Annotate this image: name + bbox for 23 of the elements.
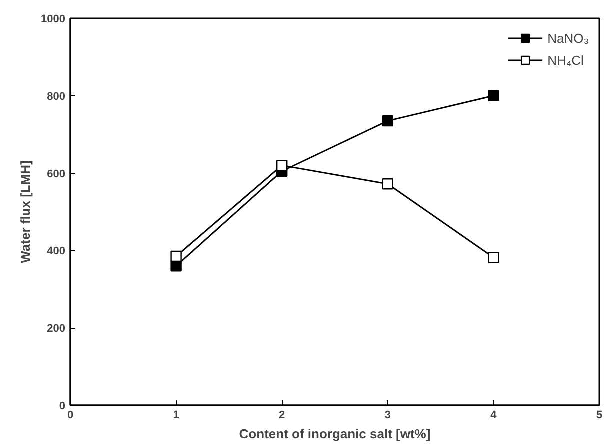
- point: [276, 160, 288, 172]
- y-tick-label: 400: [47, 246, 66, 258]
- x-tick-label: 2: [279, 410, 286, 422]
- point: [488, 90, 500, 102]
- point: [170, 250, 182, 262]
- point: [488, 252, 500, 264]
- legend-label: NaNO₃: [548, 30, 589, 46]
- point: [382, 115, 394, 127]
- y-tick-label: 800: [47, 90, 66, 103]
- y-tick-label: 1000: [41, 14, 66, 26]
- x-tick-label: 4: [490, 410, 498, 422]
- x-tick-label: 0: [67, 410, 74, 422]
- x-tick-label: 5: [596, 410, 603, 422]
- y-tick-label: 0: [59, 400, 66, 412]
- y-tick-label: 200: [47, 323, 66, 336]
- x-axis-title: Content of inorganic salt [wt%]: [239, 426, 431, 442]
- legend-label: NH₄Cl: [548, 52, 584, 68]
- point: [382, 178, 394, 190]
- y-axis-title: Water flux [LMH]: [18, 160, 34, 264]
- point: [170, 260, 182, 272]
- x-tick-label: 1: [173, 410, 180, 422]
- y-tick-label: 600: [47, 168, 66, 180]
- x-tick-label: 3: [384, 410, 391, 422]
